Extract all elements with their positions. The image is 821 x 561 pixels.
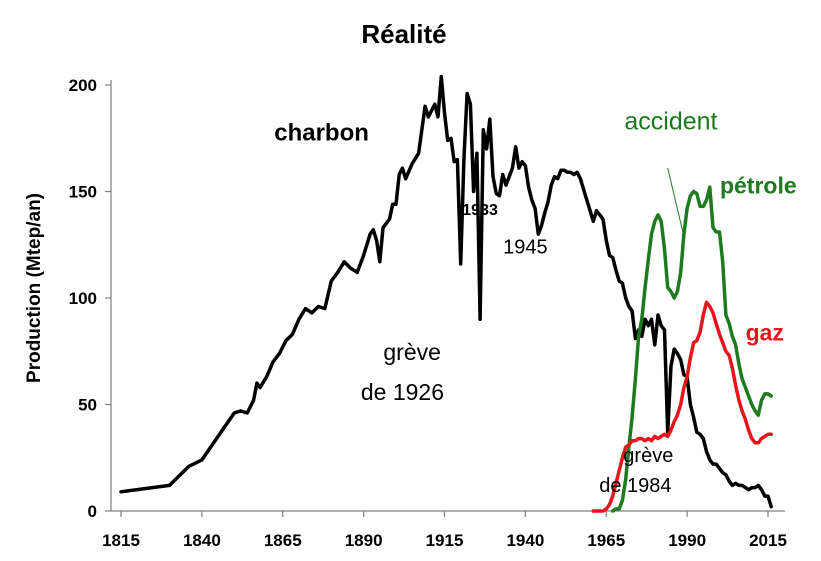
annotation-label: 1945 [503, 236, 548, 258]
series-line-pétrole [610, 185, 773, 513]
x-tick-label: 1865 [264, 531, 302, 550]
annotation-layer: charbon pétrole gaz accident 1933 1945 grève de… [274, 108, 796, 497]
series-line-gaz [591, 300, 773, 513]
series-layer [119, 74, 773, 513]
series-line-charbon [119, 74, 773, 509]
annotation-label: gaz [746, 320, 784, 346]
annotation-label: grève [383, 339, 441, 365]
x-tick-label: 1890 [345, 531, 383, 550]
y-tick-label: 0 [88, 502, 97, 521]
annotation-label: accident [624, 108, 717, 136]
y-tick-label: 50 [78, 396, 97, 415]
y-tick-label: 150 [69, 183, 97, 202]
axes: 0 50 100 150 200 1815 1840 1865 1890 1915 1940 1965… [69, 76, 787, 550]
x-tick-label: 1940 [506, 531, 544, 550]
annotation-label: charbon [274, 119, 369, 146]
annotation-label: de 1926 [361, 379, 444, 405]
annotation-label: pétrole [720, 173, 797, 199]
y-tick-label: 100 [69, 289, 97, 308]
accident-leader-line [667, 167, 685, 237]
x-tick-label: 1990 [668, 531, 706, 550]
y-axis-label: Production (Mtep/an) [24, 193, 45, 383]
x-tick-label: 2015 [749, 531, 787, 550]
annotation-label: grève [623, 445, 673, 467]
y-tick-label: 200 [69, 76, 97, 95]
annotation-label: de 1984 [599, 475, 671, 497]
x-tick-label: 1915 [426, 531, 464, 550]
x-tick-label: 1815 [102, 531, 140, 550]
annotation-label: 1933 [462, 202, 498, 219]
x-tick-label: 1840 [183, 531, 221, 550]
x-tick-label: 1965 [587, 531, 625, 550]
chart-title: Réalité [361, 19, 446, 49]
